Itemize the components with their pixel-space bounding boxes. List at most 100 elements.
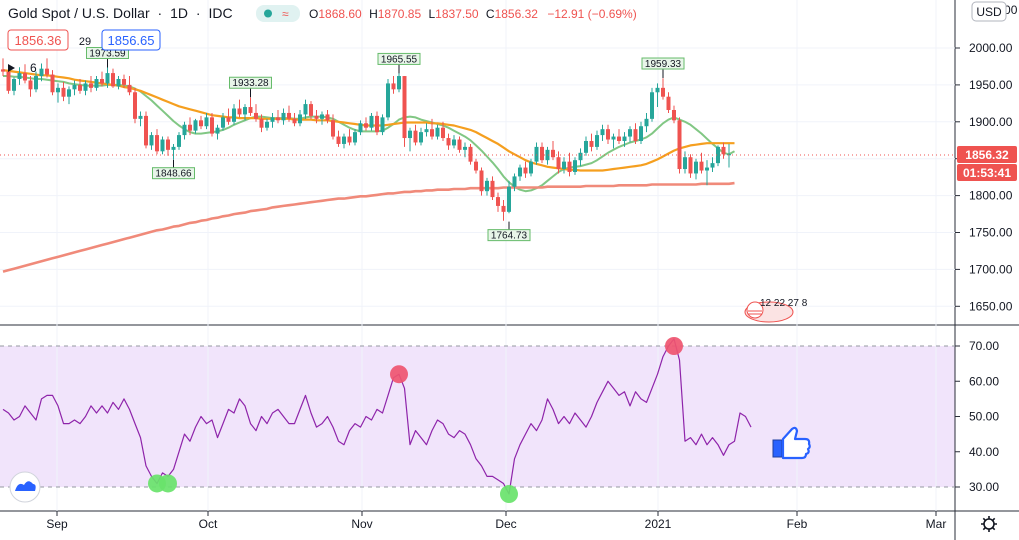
buy-price-box[interactable]: 1856.65 (101, 29, 161, 51)
symbol-title[interactable]: Gold Spot / U.S. Dollar · 1D · IDC (8, 5, 233, 21)
candle (215, 124, 220, 140)
candle (650, 87, 654, 122)
candle (199, 115, 203, 130)
candle-body (369, 115, 374, 128)
sell-price: 1856.36 (15, 33, 62, 48)
candle (89, 76, 93, 93)
candle-body (655, 87, 660, 93)
candle-body (243, 107, 247, 115)
candle (226, 108, 231, 125)
tradingview-logo-icon[interactable] (9, 471, 41, 503)
candle-body (705, 167, 709, 171)
moving-average-line-ma_fast (3, 75, 735, 193)
candle-body (490, 180, 495, 198)
indicator-toggle[interactable]: 6 (8, 61, 37, 75)
price-label-text: 1959.33 (645, 59, 682, 70)
price-axis-label: 2000.00 (969, 41, 1013, 55)
candle-body (512, 176, 517, 187)
candle (501, 200, 506, 221)
price-label-box (487, 229, 531, 242)
candle-body (523, 167, 528, 174)
candle-body (589, 140, 594, 147)
wave-icon: ≈ (282, 7, 289, 21)
candle-body (17, 73, 22, 79)
candle-body (364, 123, 368, 128)
candle-body (12, 78, 16, 91)
candle (490, 176, 495, 201)
candle-body (518, 167, 522, 177)
candle-body (419, 132, 423, 143)
candle-body (688, 157, 693, 174)
candle-body (496, 197, 500, 206)
candle-body (116, 78, 121, 87)
candle (287, 105, 291, 122)
candle-body (83, 83, 88, 91)
countdown-text: 01:53:41 (963, 166, 1011, 180)
candle (138, 111, 143, 127)
time-axis-label: Mar (926, 517, 947, 531)
candle-body (89, 83, 93, 88)
candle-body (292, 118, 297, 124)
rsi-axis-label: 60.00 (969, 374, 999, 388)
gear-icon[interactable] (981, 516, 997, 532)
moving-average-line-ma_slow (2, 181, 735, 273)
candle-body (199, 120, 203, 127)
candle (237, 99, 242, 118)
candle (221, 112, 225, 131)
candle-body (479, 170, 484, 192)
thumbs-up-icon (772, 426, 811, 460)
candle (100, 71, 104, 87)
market-status-pill[interactable]: ≈ (256, 5, 300, 22)
candle (210, 112, 214, 137)
candle-body (457, 139, 462, 150)
candle (386, 78, 390, 121)
candle-body (617, 136, 621, 141)
candle-body (578, 152, 583, 161)
candle (551, 140, 555, 161)
candle-body (320, 114, 324, 119)
candle (705, 160, 709, 186)
price-label-box (152, 167, 195, 180)
price-label-low: 1764.73 (487, 221, 531, 242)
price-label-high: 1933.28 (229, 76, 272, 98)
events-marker[interactable]: 12 22 27 8 (744, 298, 808, 323)
candle-body (402, 76, 407, 139)
candle (413, 124, 418, 146)
candle-body (204, 117, 209, 127)
candle (28, 76, 33, 97)
candle (281, 108, 286, 125)
candle-body (413, 130, 418, 143)
candle (430, 118, 434, 140)
candle-body (254, 112, 258, 119)
currency-button[interactable]: USD (971, 1, 1007, 22)
candle-body (166, 139, 170, 150)
candle-body (391, 83, 396, 90)
candle-body (232, 108, 236, 122)
candle (17, 67, 22, 85)
candle-body (468, 146, 473, 162)
price-label-box (377, 52, 421, 65)
candle (155, 129, 159, 155)
candle (694, 158, 698, 180)
candle-body (287, 112, 291, 119)
rsi-axis-label: 30.00 (969, 480, 999, 494)
price-axis-label: 1900.00 (969, 115, 1013, 129)
sell-price-box[interactable]: 1856.36 (7, 29, 69, 51)
candle-body (226, 117, 231, 122)
candle (342, 133, 346, 149)
candle-body (721, 146, 726, 155)
price-label-box (229, 76, 272, 89)
candle-body (716, 146, 720, 164)
interval-text: 1D (170, 5, 188, 21)
candle (606, 124, 610, 144)
rsi-oversold-marker (500, 485, 518, 504)
candle-body (122, 78, 126, 85)
price-axis-label: 1650.00 (969, 299, 1013, 313)
candle (276, 109, 280, 124)
candle-body (336, 136, 341, 144)
candle (50, 70, 55, 96)
candle-body (463, 146, 467, 150)
candle (518, 164, 522, 181)
candle (83, 80, 88, 96)
